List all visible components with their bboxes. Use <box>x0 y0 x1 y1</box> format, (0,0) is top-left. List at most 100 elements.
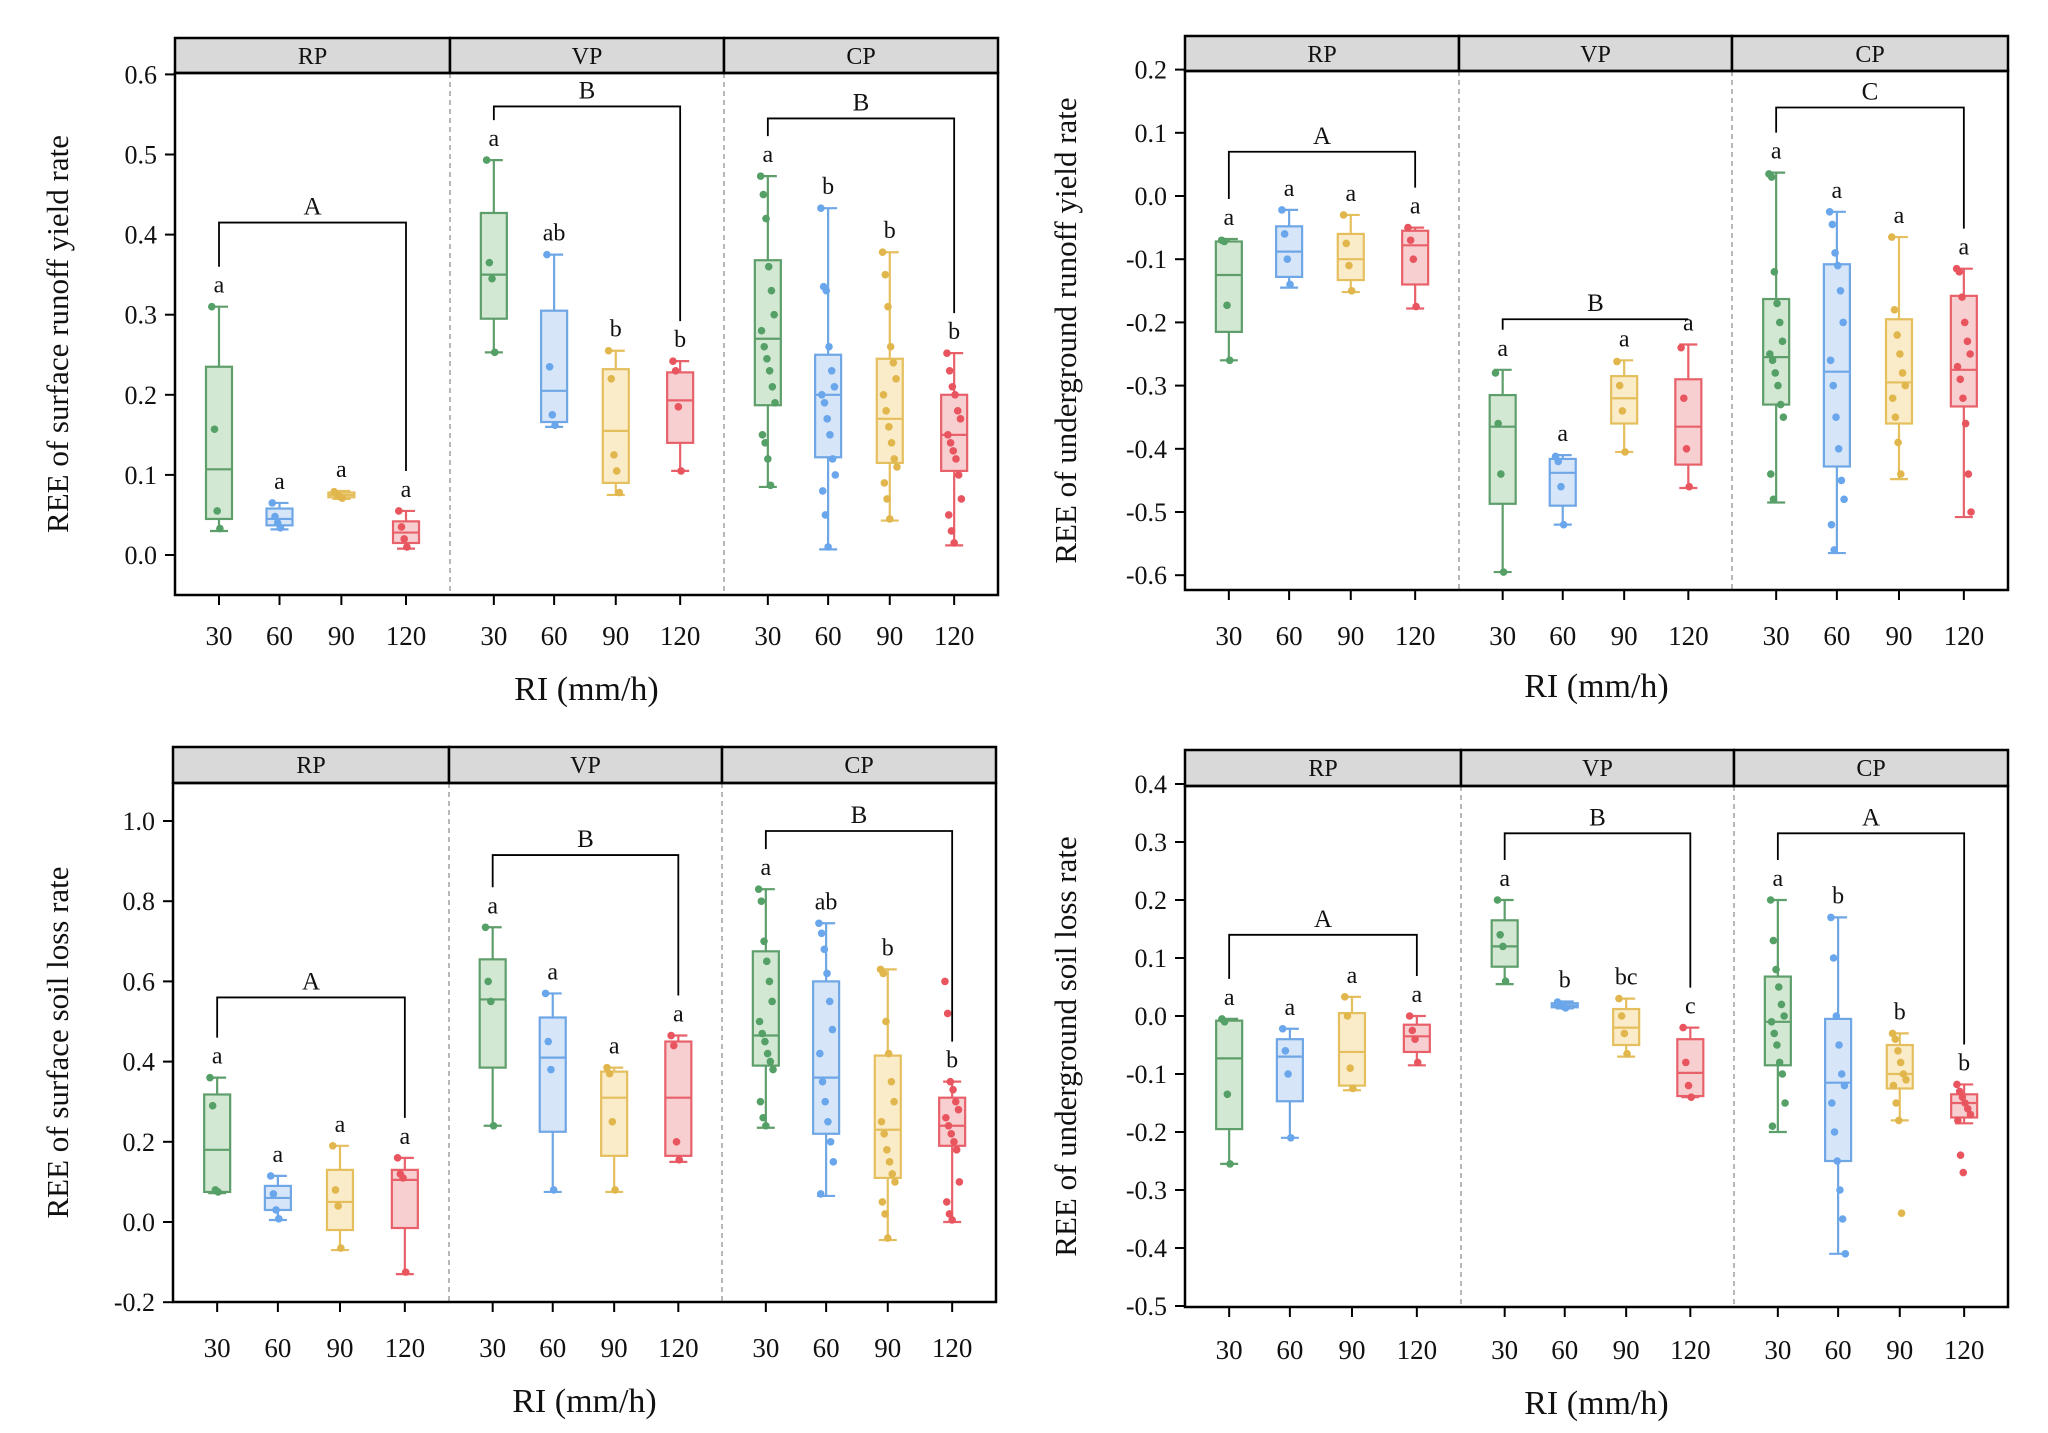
data-point <box>893 463 901 471</box>
data-point <box>1838 1215 1847 1223</box>
x-tick-label: 90 <box>1886 1335 1913 1365</box>
x-tick-label: 90 <box>874 1333 901 1363</box>
data-point <box>1618 407 1627 415</box>
box-rp-90: a <box>325 1112 355 1252</box>
data-point <box>1278 206 1286 214</box>
data-point <box>1768 1122 1777 1130</box>
facet-label: CP <box>844 753 873 779</box>
data-point <box>1959 1168 1968 1177</box>
significance-letter: b <box>948 319 960 345</box>
data-point <box>1685 482 1694 491</box>
data-point <box>757 326 766 335</box>
data-point <box>944 1121 953 1130</box>
data-point <box>759 190 768 199</box>
facet-label: RP <box>1308 756 1337 782</box>
data-point <box>274 1214 283 1223</box>
significance-letter: a <box>401 477 412 503</box>
x-tick-label: 30 <box>754 621 781 651</box>
x-tick-label: 90 <box>1337 621 1364 651</box>
group-letter: B <box>579 77 596 104</box>
data-point <box>765 977 774 986</box>
data-point <box>399 1174 407 1182</box>
y-tick-label: -0.2 <box>114 1288 155 1317</box>
box-vp-30: a <box>1488 336 1517 576</box>
facet-label: CP <box>846 44 875 70</box>
facet-strip-cp <box>720 745 998 785</box>
box-body <box>325 1168 355 1232</box>
box-vp-90: b <box>601 317 630 497</box>
data-point <box>490 348 499 357</box>
box-cp-120: b <box>940 319 969 547</box>
y-tick-label: 1.0 <box>123 807 156 836</box>
data-point <box>605 1069 614 1078</box>
chart-panel-a: RP VP CP 0.0 0.1 0.2 0.3 0.4 0.5 0.6 REE of surfac… <box>40 36 1000 708</box>
data-point <box>945 366 954 375</box>
data-point <box>886 342 895 351</box>
data-point <box>1954 1116 1962 1125</box>
box-rp-90: a <box>1337 963 1367 1093</box>
x-tick-label: 60 <box>1549 621 1576 651</box>
x-tick-label: 60 <box>815 621 842 651</box>
significance-letter: ab <box>543 221 566 247</box>
box-cp-120: b <box>938 977 967 1224</box>
data-point <box>1958 1093 1967 1101</box>
data-point <box>337 1244 345 1252</box>
box-body <box>479 211 508 320</box>
data-point <box>1493 896 1502 904</box>
data-point <box>947 527 956 535</box>
data-point <box>1499 942 1507 951</box>
data-point <box>1831 249 1839 257</box>
data-point <box>756 1097 765 1106</box>
data-point <box>1902 1076 1910 1084</box>
facet-label: VP <box>1580 42 1611 68</box>
chart-panel-b: RP VP CP 0.2 0.1 0.0 -0.1 -0.2 -0.3 -0.4 -0.5 -0.6 R… <box>1048 34 2010 705</box>
data-point <box>403 543 411 551</box>
data-point <box>214 1188 222 1196</box>
box-cp-90: b <box>873 935 902 1242</box>
data-point <box>1342 239 1351 248</box>
significance-letter: a <box>1224 985 1235 1011</box>
data-point <box>1890 305 1899 314</box>
data-point <box>1497 470 1505 478</box>
chart-panel-d: RP VP CP 0.4 0.3 0.2 0.1 0.0 -0.1 -0.2 -0.3 -0.4 -0.… <box>1048 748 2010 1422</box>
data-point <box>942 1113 950 1122</box>
box-cp-30: a <box>751 855 780 1130</box>
data-point <box>766 481 775 490</box>
data-point <box>1958 293 1966 301</box>
plot-frame <box>171 781 998 1304</box>
data-point <box>1777 1000 1786 1009</box>
data-point <box>758 1029 767 1038</box>
significance-letter: a <box>274 469 285 495</box>
data-point <box>1894 1047 1902 1055</box>
x-tick-label: 90 <box>1885 621 1912 651</box>
data-point <box>1825 208 1834 216</box>
y-tick-label: -0.1 <box>1126 245 1167 274</box>
x-tick-label: 60 <box>539 1333 566 1363</box>
data-point <box>949 447 958 455</box>
box-vp-90: a <box>1610 326 1639 456</box>
data-point <box>1769 936 1778 945</box>
box-body <box>1215 1019 1244 1131</box>
data-point <box>1839 318 1847 327</box>
x-tick-label: 120 <box>934 621 975 651</box>
significance-letter: a <box>1894 203 1905 229</box>
significance-letter: a <box>763 142 774 168</box>
significance-letter: a <box>489 126 500 152</box>
data-point <box>942 1198 951 1206</box>
x-axis-label: RI (mm/h) <box>514 671 658 708</box>
x-tick-label: 30 <box>206 621 233 651</box>
box-cp-30: a <box>1762 139 1791 504</box>
data-point <box>1281 1047 1290 1055</box>
data-point <box>1623 1049 1631 1058</box>
x-tick-label: 60 <box>541 621 568 651</box>
data-point <box>1834 445 1843 453</box>
data-point <box>891 1178 899 1186</box>
data-point <box>829 1158 838 1166</box>
y-tick-label: -0.3 <box>1126 372 1167 401</box>
data-point <box>943 349 951 357</box>
data-point <box>1840 1081 1849 1090</box>
data-point <box>395 507 403 515</box>
data-point <box>276 523 285 532</box>
data-point <box>1898 369 1907 377</box>
group-bracket <box>216 996 406 1118</box>
